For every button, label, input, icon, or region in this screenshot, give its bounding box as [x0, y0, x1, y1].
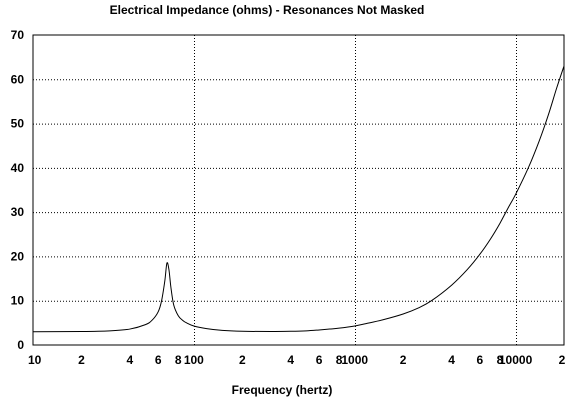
y-tick-label: 50	[11, 117, 25, 131]
x-tick-label: 10	[28, 353, 42, 367]
x-tick-label: 4	[127, 353, 134, 367]
y-tick-label: 60	[11, 72, 25, 86]
impedance-curve	[32, 65, 565, 333]
grid-lines	[33, 35, 564, 345]
x-tick-label: 2	[400, 353, 407, 367]
x-tick-label: 8	[336, 353, 343, 367]
x-tick-label: 6	[155, 353, 162, 367]
y-tick-label: 20	[11, 249, 25, 263]
x-tick-label: 8	[175, 353, 182, 367]
x-axis-label: Frequency (hertz)	[232, 383, 333, 397]
x-tick-label: 2	[239, 353, 246, 367]
x-tick-label: 4	[448, 353, 455, 367]
x-tick-label: 1000	[341, 353, 368, 367]
y-tick-label: 40	[11, 161, 25, 175]
y-tick-label: 70	[11, 28, 25, 42]
x-tick-label: 6	[477, 353, 484, 367]
x-tick-label: 8	[497, 353, 504, 367]
x-tick-label: 6	[316, 353, 323, 367]
plot-frame	[32, 34, 565, 346]
x-tick-label: 2	[78, 353, 85, 367]
y-tick-label: 0	[17, 338, 24, 352]
x-tick-label: 4	[287, 353, 294, 367]
x-tick-label: 2	[559, 353, 566, 367]
y-axis-ticks: 0 10 20 30 40 50 60 70	[11, 28, 25, 352]
y-tick-label: 30	[11, 205, 25, 219]
chart-title: Electrical Impedance (ohms) - Resonances…	[110, 3, 425, 17]
x-tick-label: 10000	[499, 353, 533, 367]
y-tick-label: 10	[11, 294, 25, 308]
x-tick-label: 100	[184, 353, 204, 367]
